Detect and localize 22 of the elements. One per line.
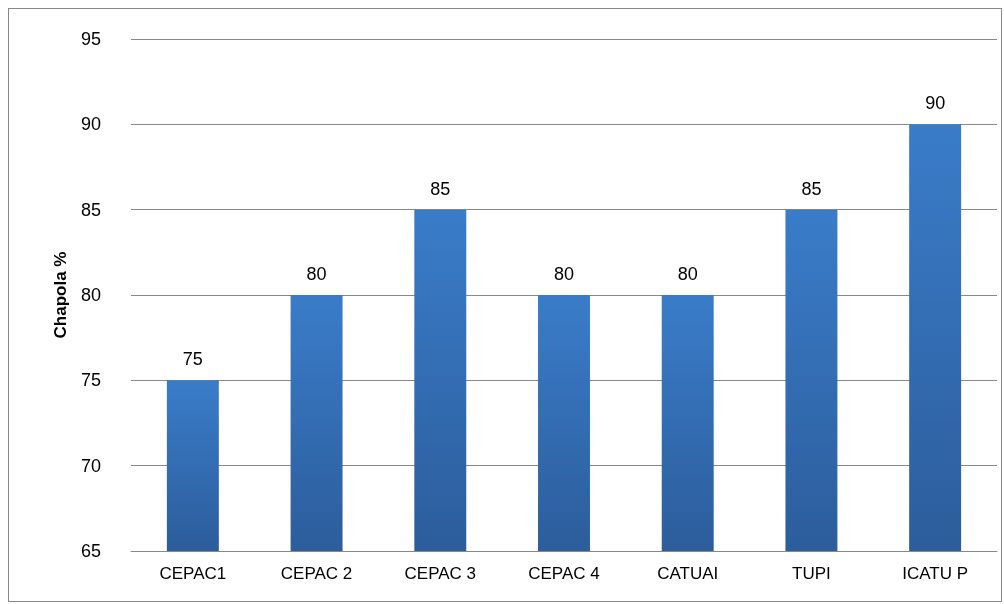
x-tick-label: ICATU P [902,564,969,583]
y-tick-label: 70 [80,455,101,476]
x-tick-label: CEPAC 4 [528,564,600,583]
y-tick-label: 90 [80,114,101,135]
data-label: 80 [306,264,327,284]
y-tick-label: 65 [80,541,101,561]
y-tick-label: 95 [80,29,101,49]
x-tick-label: CEPAC1 [159,564,227,583]
data-label: 75 [182,349,203,370]
data-label: 85 [430,178,451,199]
data-label: 80 [553,264,575,284]
y-tick-label: 75 [80,370,101,391]
y-tick-label: 80 [80,285,101,305]
x-tick-label: CEPAC 3 [404,564,477,583]
data-label: 85 [801,178,822,199]
y-tick-label: 85 [80,199,101,220]
x-tick-label: TUPI [792,564,831,583]
x-tick-label: CEPAC 2 [280,564,353,583]
x-tick-label: CATUAI [657,564,719,583]
data-label: 80 [677,264,698,284]
data-label: 90 [925,93,946,114]
y-axis-title: Chapola % [51,251,70,339]
